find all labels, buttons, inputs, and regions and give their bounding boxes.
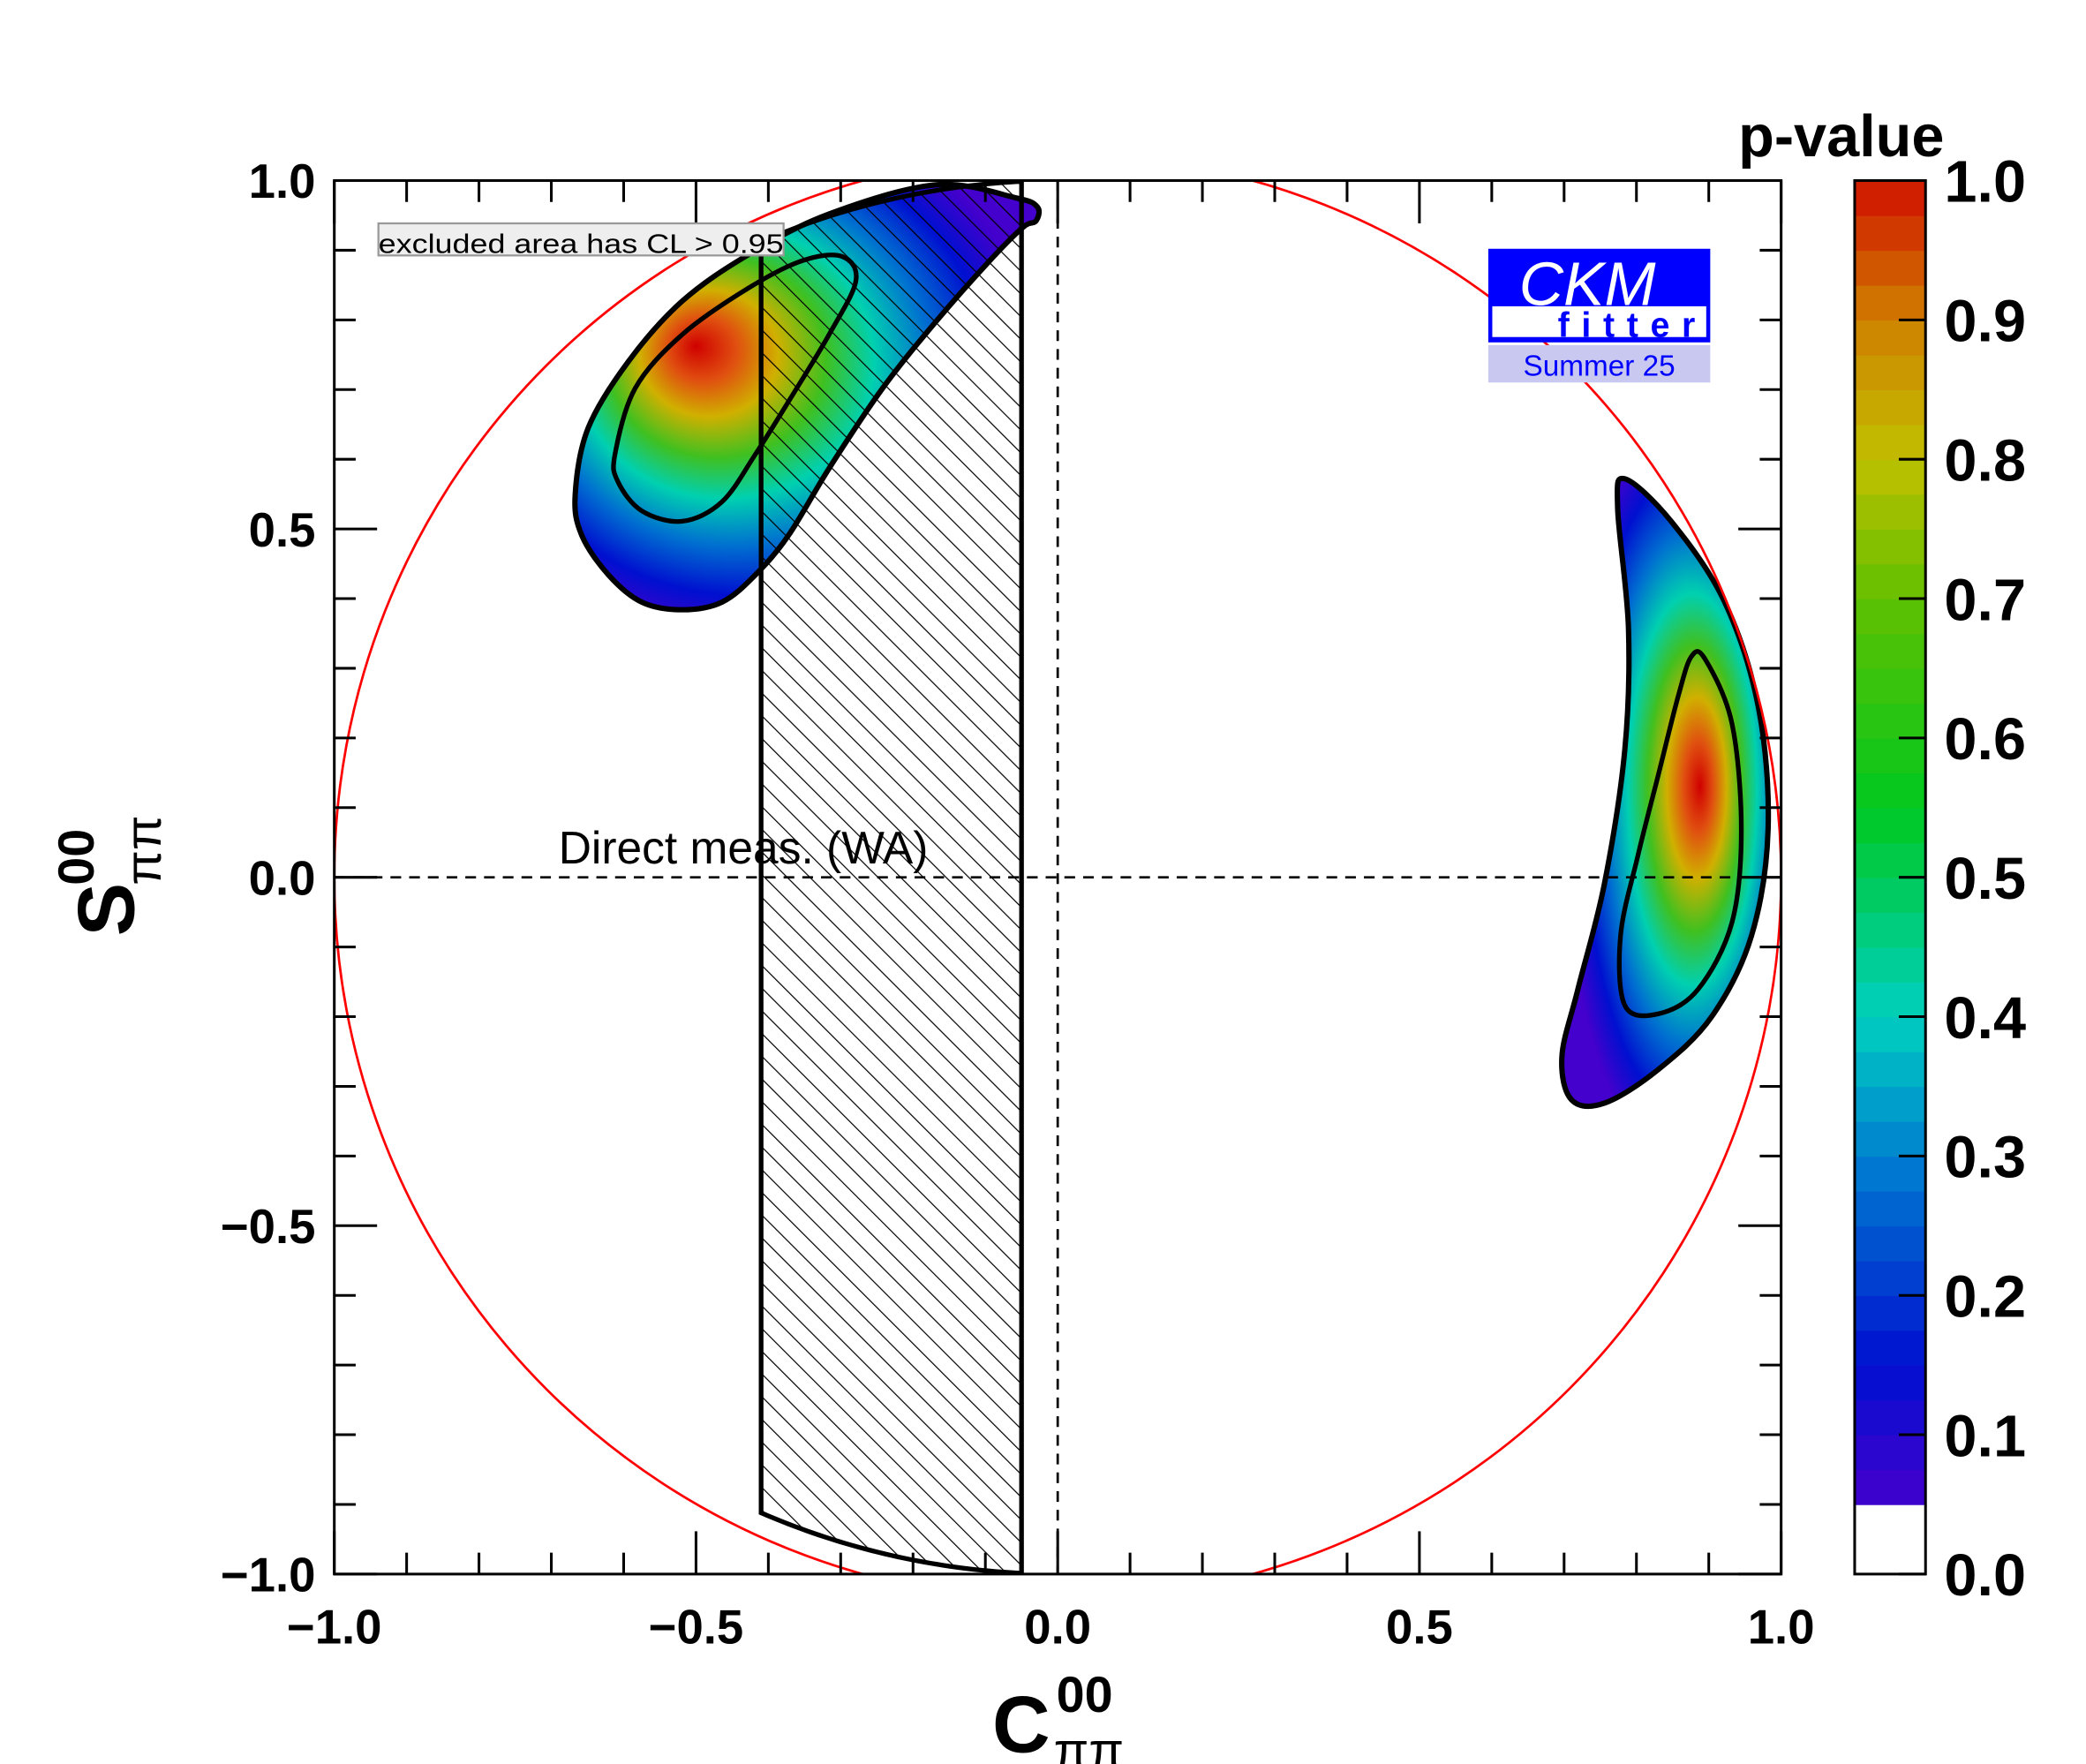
- colorbar-level: [1854, 1086, 1926, 1122]
- y-title-sub: ππ: [116, 815, 172, 885]
- colorbar-level: [1854, 354, 1926, 391]
- colorbar-tick-label: 0.0: [1944, 1543, 2026, 1609]
- colorbar-level: [1854, 877, 1926, 913]
- x-title-main: C: [992, 1680, 1051, 1764]
- colorbar-tick-label: 0.2: [1944, 1264, 2026, 1330]
- y-tick-label: 0.5: [249, 503, 316, 557]
- colorbar-level: [1854, 1469, 1926, 1505]
- ckmfitter-logo: CKM fitter Summer 25: [1487, 248, 1711, 383]
- y-tick-label: −0.5: [221, 1200, 316, 1254]
- colorbar-level: [1854, 284, 1926, 321]
- colorbar-level: [1854, 773, 1926, 809]
- colorbar-level: [1854, 842, 1926, 878]
- colorbar-level: [1854, 459, 1926, 495]
- x-title-sup: 00: [1057, 1667, 1113, 1723]
- colorbar-level: [1854, 1330, 1926, 1366]
- colorbar-tick-label: 0.3: [1944, 1126, 2026, 1191]
- y-tick-label: 1.0: [249, 155, 316, 208]
- colorbar-level: [1854, 563, 1926, 599]
- y-title-main: S: [62, 883, 151, 937]
- colorbar-title: p-value: [1738, 104, 1944, 170]
- y-tick-label: 0.0: [249, 851, 316, 905]
- colorbar-level: [1854, 982, 1926, 1018]
- colorbar-level: [1854, 1365, 1926, 1401]
- colorbar-level: [1854, 180, 1926, 216]
- solution-2-fill: [1559, 475, 1772, 1109]
- logo-edition: Summer 25: [1524, 351, 1676, 383]
- colorbar-tick-label: 0.7: [1944, 568, 2026, 633]
- colorbar-level: [1854, 946, 1926, 983]
- x-tick-label: −0.5: [649, 1601, 744, 1655]
- logo-ckm: CKM: [1519, 249, 1657, 318]
- colorbar-level: [1854, 667, 1926, 705]
- colorbar-tick-label: 1.0: [1944, 150, 2026, 215]
- colorbar-level: [1854, 633, 1926, 669]
- colorbar-level: [1854, 494, 1926, 530]
- colorbar-level: [1854, 912, 1926, 948]
- x-title-sub: ππ: [1054, 1723, 1124, 1764]
- colorbar-tick-label: 0.8: [1944, 428, 2026, 494]
- x-axis-title: C 00 ππ: [992, 1667, 1124, 1764]
- y-title-sup: 00: [49, 829, 105, 886]
- colorbar-level: [1854, 1190, 1926, 1227]
- colorbar-tick-label: 0.5: [1944, 847, 2026, 912]
- solution-2-inner-contour: [1616, 649, 1744, 1019]
- band-label: Direct meas. (WA): [559, 822, 929, 873]
- colorbar-level: [1854, 1016, 1926, 1052]
- colorbar-level: [1854, 1156, 1926, 1192]
- colorbar-tick-label: 0.1: [1944, 1404, 2026, 1469]
- y-tick-label: −1.0: [221, 1549, 316, 1602]
- colorbar-level: [1854, 215, 1926, 252]
- colorbar-level: [1854, 389, 1926, 426]
- x-tick-label: 0.5: [1386, 1601, 1453, 1655]
- colorbar-level: [1854, 1260, 1926, 1296]
- colorbar-tick-label: 0.9: [1944, 290, 2026, 355]
- colorbar-level: [1854, 320, 1926, 356]
- legend-box: excluded area has CL > 0.95: [377, 222, 785, 259]
- colorbar-level: [1854, 737, 1926, 774]
- colorbar-tick-label: 0.6: [1944, 707, 2026, 773]
- colorbar-level: [1854, 1225, 1926, 1262]
- x-tick-label: −1.0: [287, 1601, 382, 1655]
- colorbar-level: [1854, 529, 1926, 565]
- colorbar-level: [1854, 807, 1926, 843]
- colorbar-level: [1854, 1435, 1926, 1471]
- logo-fitter: fitter: [1558, 306, 1707, 345]
- colorbar-level: [1854, 599, 1926, 635]
- x-tick-label: 1.0: [1748, 1601, 1815, 1655]
- colorbar-level: [1854, 424, 1926, 460]
- colorbar-level: [1854, 250, 1926, 286]
- excluded-band: [758, 180, 1024, 1574]
- colorbar-level: [1854, 1295, 1926, 1331]
- x-tick-label: 0.0: [1024, 1601, 1091, 1655]
- y-axis-title: S 00 ππ: [49, 815, 172, 936]
- colorbar-level: [1854, 1051, 1926, 1088]
- colorbar-level: [1854, 703, 1926, 739]
- colorbar-tick-label: 0.4: [1944, 986, 2026, 1052]
- colorbar-level: [1854, 1399, 1926, 1436]
- colorbar-level: [1854, 1120, 1926, 1157]
- legend-text: excluded area has CL > 0.95: [379, 230, 784, 259]
